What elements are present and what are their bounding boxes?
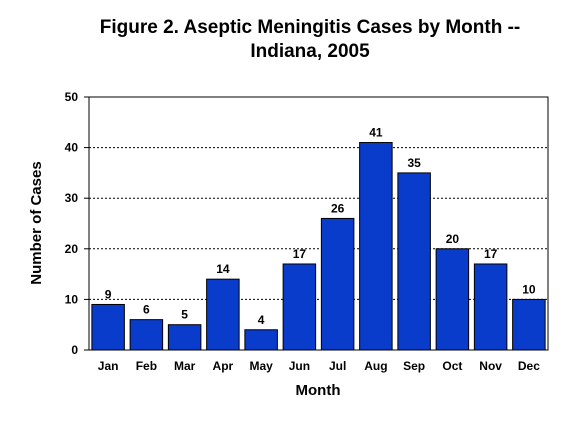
data-label-aug: 41 (369, 126, 383, 140)
x-tick-jan: Jan (98, 359, 119, 373)
y-tick-50: 50 (65, 90, 79, 104)
bar-jul (320, 217, 355, 351)
data-label-jan: 9 (105, 287, 112, 301)
x-axis-label: Month (296, 382, 341, 399)
chart-title: Figure 2. Aseptic Meningitis Cases by Mo… (0, 16, 580, 64)
data-label-jun: 17 (293, 247, 307, 261)
x-tick-apr: Apr (213, 359, 234, 373)
x-tick-jul: Jul (329, 359, 346, 373)
bar-sep (397, 172, 431, 351)
bars (91, 142, 546, 351)
bar-jan (91, 303, 125, 351)
data-label-mar: 5 (181, 308, 188, 322)
chart-title-line-1: Figure 2. Aseptic Meningitis Cases by Mo… (99, 17, 521, 38)
data-label-feb: 6 (143, 303, 150, 317)
x-tick-oct: Oct (442, 359, 462, 373)
bar-mar (167, 324, 202, 351)
bar-jun (282, 263, 317, 351)
x-tick-aug: Aug (364, 359, 387, 373)
bar-nov (473, 263, 508, 351)
bar-aug (359, 142, 393, 351)
bar-feb (129, 319, 164, 351)
x-tick-dec: Dec (518, 359, 540, 373)
x-tick-nov: Nov (479, 359, 502, 373)
bar-may (244, 329, 278, 351)
data-label-may: 4 (258, 313, 265, 327)
x-tick-mar: Mar (174, 359, 196, 373)
chart-title-line-2: Indiana, 2005 (250, 41, 370, 62)
data-label-oct: 20 (446, 232, 460, 246)
y-tick-10: 10 (65, 292, 79, 306)
bar-dec (512, 298, 546, 351)
y-tick-40: 40 (65, 141, 79, 155)
data-label-jul: 26 (331, 201, 345, 215)
data-label-sep: 35 (407, 156, 421, 170)
bar-apr (206, 278, 240, 351)
axes (84, 96, 549, 351)
gridlines (89, 147, 548, 300)
x-tick-feb: Feb (136, 359, 157, 373)
x-tick-sep: Sep (403, 359, 425, 373)
data-label-dec: 10 (522, 282, 536, 296)
data-labels: 9 6 5 14 4 17 26 41 35 20 17 10 (105, 126, 536, 327)
x-tick-labels: Jan Feb Mar Apr May Jun Jul Aug Sep Oct Nov Dec (98, 359, 540, 373)
y-tick-labels: 0 10 20 30 40 50 (65, 90, 79, 357)
data-label-nov: 17 (484, 247, 498, 261)
y-tick-20: 20 (65, 242, 79, 256)
bar-oct (435, 248, 470, 351)
x-tick-may: May (249, 359, 273, 373)
y-tick-30: 30 (65, 191, 79, 205)
x-tick-jun: Jun (289, 359, 310, 373)
y-axis-label: Number of Cases (28, 161, 45, 284)
data-label-apr: 14 (216, 262, 230, 276)
plot-frame (88, 96, 549, 351)
y-tick-0: 0 (71, 343, 78, 357)
